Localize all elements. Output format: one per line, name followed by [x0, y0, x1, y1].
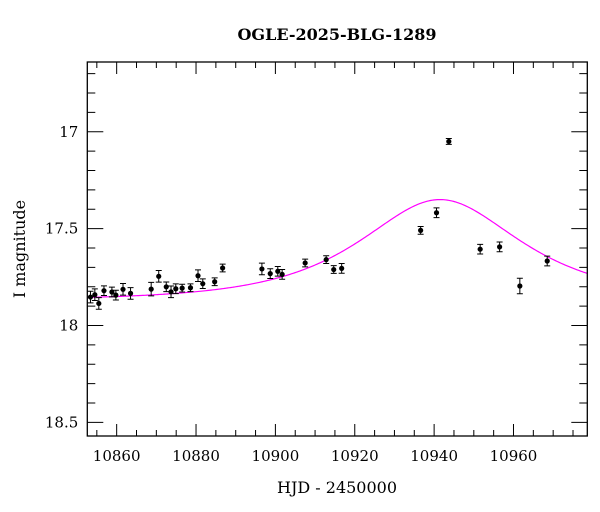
data-point [433, 210, 440, 216]
data-point [339, 265, 345, 271]
y-tick-label: 17.5 [45, 220, 78, 238]
data-point [302, 260, 308, 266]
chart-title: OGLE-2025-BLG-1289 [237, 25, 436, 44]
y-tick-label: 18 [59, 317, 78, 335]
x-tick-label: 10940 [410, 447, 458, 465]
data-point [96, 300, 102, 307]
data-point [446, 138, 452, 145]
data-point [418, 227, 424, 233]
y-axis-label: I magnitude [10, 200, 29, 298]
data-point [477, 246, 483, 252]
data-point [275, 268, 281, 274]
data-point [497, 244, 503, 250]
data-point [148, 286, 154, 292]
data-point [267, 271, 273, 277]
data-point [323, 257, 329, 263]
data-point [113, 292, 119, 298]
data-point [87, 294, 94, 300]
y-tick-label: 18.5 [45, 413, 78, 431]
data-point [179, 285, 185, 291]
plot-frame [86, 61, 588, 437]
data-point [212, 279, 218, 285]
x-axis-label: HJD - 2450000 [277, 478, 397, 497]
data-point [544, 258, 550, 264]
data-point [200, 281, 206, 287]
x-tick-label: 10860 [93, 447, 141, 465]
data-point [163, 284, 169, 290]
data-point [187, 285, 194, 291]
x-tick-label: 10960 [490, 447, 538, 465]
x-tick-label: 10900 [252, 447, 300, 465]
data-point [92, 292, 98, 298]
y-tick-label: 17 [59, 123, 78, 141]
data-point [127, 290, 134, 296]
x-tick-label: 10920 [331, 447, 379, 465]
plot-area: 10860 10880 10900 10920 10940 10960 17 17.5 18 18… [45, 61, 588, 465]
data-point [120, 286, 126, 292]
data-point [195, 273, 201, 279]
data-point [279, 271, 285, 277]
data-point [331, 266, 337, 273]
data-point [517, 283, 523, 289]
data-point [101, 288, 107, 294]
data-point [168, 289, 174, 295]
data-point [220, 265, 226, 271]
data-point [156, 273, 162, 279]
data-point [259, 266, 265, 272]
model-curve [87, 198, 588, 299]
data-point [173, 286, 179, 292]
x-tick-label: 10880 [172, 447, 220, 465]
